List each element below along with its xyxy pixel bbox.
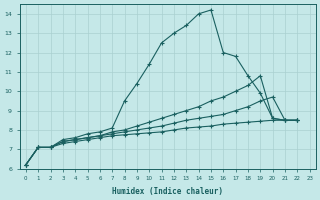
X-axis label: Humidex (Indice chaleur): Humidex (Indice chaleur) (112, 187, 223, 196)
